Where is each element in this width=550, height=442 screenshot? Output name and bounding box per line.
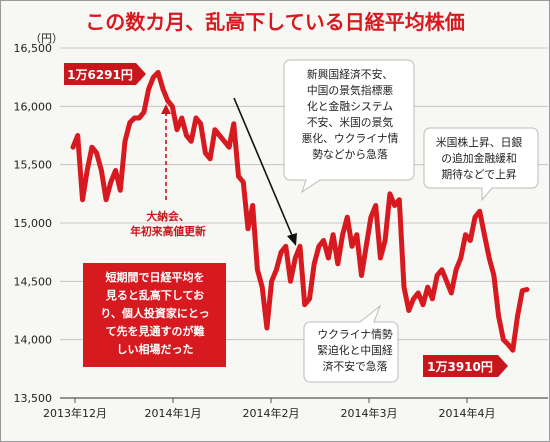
x-tick-label: 2014年1月 [145,406,202,420]
rise-callout-text: 米国株上昇、日銀の追加金融緩和期待などで上昇 [436,135,523,181]
callout-line: 不安、米国の景気 [307,115,394,129]
peak-dashed-arrow-head [161,104,171,114]
y-tick-label: 13,500 [14,392,53,405]
y-tick-label: 16,500 [14,42,53,55]
callout-line: 中国の景気指標悪 [307,83,394,97]
y-tick-label: 14,000 [14,334,53,347]
callout-line: 悪化、ウクライナ情 [302,131,399,145]
callout-line: 緊迫化と中国経 [317,343,393,357]
callout-line: 米国株上昇、日銀 [436,135,523,149]
chart-title: この数カ月、乱高下している日経平均株価 [85,10,464,34]
x-tick-label: 2014年3月 [341,406,398,420]
summary-text: 短期間で日経平均を見ると乱高下しており、個人投資家にとって先を見通すのが難しい相… [100,270,209,356]
trough-value-text: 1万3910円 [427,360,493,374]
x-tick-label: 2013年12月 [43,406,107,420]
callout-line: 新興国経済不安、 [307,67,393,81]
price-line [70,69,530,353]
callout-line: 大納会、 [146,209,189,223]
decline-callout: 新興国経済不安、中国の景気指標悪化と金融システム不安、米国の景気悪化、ウクライナ… [283,59,415,194]
callout-line: しい相場だった [117,342,194,356]
summary-box: 短期間で日経平均を見ると乱高下しており、個人投資家にとって先を見通すのが難しい相… [83,263,226,367]
callout-line: 済不安で急落 [323,359,388,373]
x-tick-label: 2014年4月 [439,406,496,420]
ukraine-callout-text: ウクライナ情勢緊迫化と中国経済不安で急落 [317,327,393,373]
peak-value-tag: 1万6291円 [64,63,146,85]
ukraine-callout: ウクライナ情勢緊迫化と中国経済不安で急落 [303,304,399,383]
callout-line: 期待などで上昇 [441,167,517,181]
decline-arrow [233,97,295,241]
peak-value-text: 1万6291円 [67,68,133,82]
y-tick-label: 15,500 [14,159,53,172]
y-tick-labels: 13,500 14,000 14,500 15,000 15,500 16,000 16,5… [14,42,53,405]
callout-line: 見ると乱高下してお [105,288,204,302]
decline-arrow-head [287,233,297,246]
x-tick-label: 2014年2月 [243,406,300,420]
series-layer [70,69,530,353]
callout-line: 年初来高値更新 [130,224,206,238]
callout-line: の追加金融緩和 [441,151,517,165]
callout-line: ウクライナ情勢 [317,327,393,341]
callout-line: り、個人投資家にとっ [100,306,209,320]
peak-note: 大納会、年初来高値更新 [130,209,206,238]
trough-value-tag: 1万3910円 [423,355,508,377]
y-tick-label: 15,000 [14,217,53,230]
y-tick-label: 14,500 [14,275,53,288]
callout-line: て先を見通すのが難 [106,324,205,338]
rise-callout: 米国株上昇、日銀の追加金融緩和期待などで上昇 [423,127,539,202]
decline-callout-text: 新興国経済不安、中国の景気指標悪化と金融システム不安、米国の景気悪化、ウクライナ… [302,67,399,161]
callout-line: 化と金融システム [307,99,393,113]
callout-line: 短期間で日経平均を [106,270,205,284]
callout-line: 勢などから急落 [312,147,388,161]
y-unit-label: （円） [30,32,63,45]
x-tick-labels: 2013年12月 2014年1月 2014年2月 2014年3月 2014年4月 [43,398,496,420]
y-tick-label: 16,000 [14,100,53,113]
